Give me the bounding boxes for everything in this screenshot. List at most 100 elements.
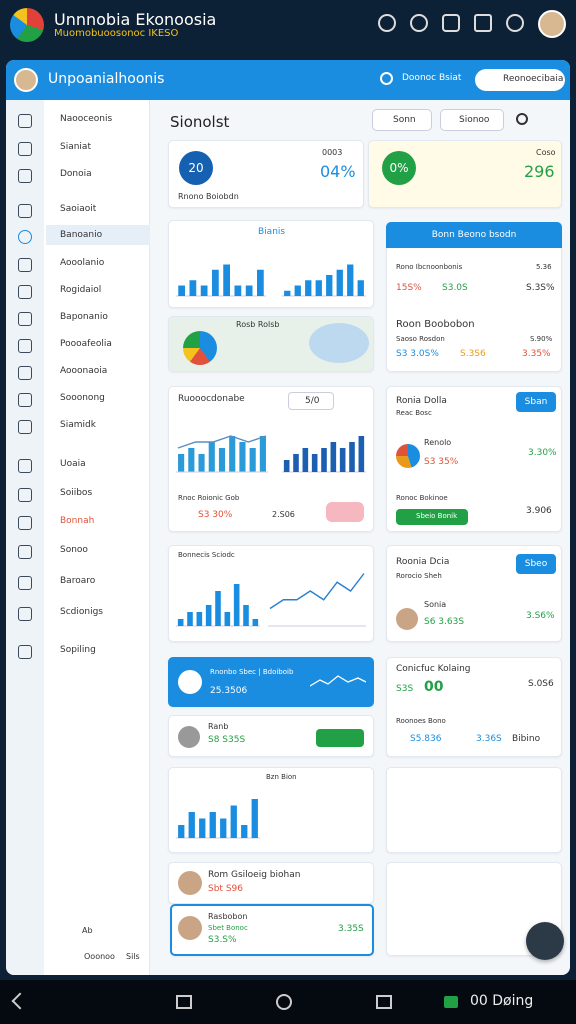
nav-icon	[18, 488, 32, 502]
promo-card	[168, 657, 374, 707]
bar	[220, 818, 227, 838]
bar	[259, 436, 266, 472]
tag[interactable]: Sbeio Bonik	[396, 509, 468, 525]
bar	[251, 799, 258, 838]
row-value: 3.906	[526, 506, 552, 516]
bar	[178, 285, 185, 296]
icon[interactable]	[410, 14, 428, 32]
caption: Rnoc Roionic Gob	[178, 494, 240, 502]
bar	[357, 280, 364, 296]
mini-chart	[176, 264, 266, 297]
status-label: 00 Døing	[470, 993, 534, 1009]
button[interactable]	[316, 729, 364, 747]
row-value: 3.35%	[522, 349, 551, 359]
icon[interactable]	[442, 14, 460, 32]
icon[interactable]	[376, 995, 392, 1009]
home-button[interactable]	[176, 995, 192, 1009]
icon[interactable]	[378, 14, 396, 32]
app-title: Unnnobia Ekonoosia	[54, 10, 217, 29]
row-value: S6 3.63S	[424, 617, 465, 627]
button[interactable]: Sonn	[372, 109, 432, 131]
nav-item[interactable]: Poooafeolia	[60, 339, 112, 349]
button[interactable]	[326, 502, 364, 522]
bar	[241, 825, 248, 838]
row-label: Sonia	[424, 600, 447, 609]
nav-item[interactable]: Naooceonis	[60, 114, 113, 124]
bar	[284, 290, 291, 296]
icon	[178, 726, 200, 748]
chip[interactable]: 5/0	[288, 392, 334, 410]
nav-item[interactable]: Aooonaoia	[60, 366, 108, 376]
nav-item[interactable]: Banoanio	[46, 225, 150, 245]
nav-item[interactable]: Siamidk	[60, 420, 96, 430]
nav-item[interactable]: Sianiat	[60, 142, 91, 152]
bar	[339, 448, 346, 472]
bar	[208, 442, 215, 472]
nav-icon	[18, 312, 32, 326]
icon[interactable]	[474, 14, 492, 32]
nav-item[interactable]: Scdionigs	[60, 607, 103, 617]
bar	[358, 436, 365, 472]
kpi-badge: 20	[179, 151, 213, 185]
button[interactable]: Sionoo	[440, 109, 504, 131]
bar	[188, 448, 195, 472]
value: S3.S%	[208, 935, 237, 945]
bar	[252, 619, 259, 626]
nav-icon	[18, 576, 32, 590]
card-title: Ranb	[208, 722, 229, 731]
kpi-caption: Rnono Boiobdn	[178, 192, 239, 201]
bar	[245, 285, 253, 296]
nav-item[interactable]: Sooonong	[60, 393, 105, 403]
icon[interactable]	[276, 994, 292, 1010]
nav-icon	[18, 607, 32, 621]
value: S8 S35S	[208, 735, 246, 745]
nav-item[interactable]: Aooolanio	[60, 258, 105, 268]
panel-subtitle: Reac Bosc	[396, 409, 432, 417]
avatar[interactable]	[538, 10, 566, 38]
nav-item[interactable]: Baponanio	[60, 312, 108, 322]
nav-icon	[18, 545, 32, 559]
avatar	[178, 871, 202, 895]
nav-item[interactable]: Bonnah	[60, 516, 95, 526]
nav-item[interactable]: Saoiaoit	[60, 204, 97, 214]
bar	[205, 605, 212, 626]
nav-icon	[18, 420, 32, 434]
icon[interactable]	[506, 14, 524, 32]
search-label[interactable]: Doonoc Bsiat	[402, 73, 462, 83]
nav-item[interactable]: Uoaia	[60, 459, 86, 469]
kpi-value: 04%	[320, 162, 356, 181]
nav-item[interactable]: Baroaro	[60, 576, 96, 586]
nav-icon	[18, 258, 32, 272]
card-title: Bzn Bion	[266, 773, 297, 781]
nav-item[interactable]: Sopiling	[60, 645, 96, 655]
nav-item[interactable]: Sonoo	[60, 545, 88, 555]
nav-item[interactable]: Soiibos	[60, 488, 93, 498]
row-value: 3.S6%	[526, 611, 555, 621]
kpi-badge: 0%	[382, 151, 416, 185]
search-icon[interactable]	[516, 113, 528, 125]
panel	[386, 767, 562, 853]
row-label: Rono Ibcnoonbonis	[396, 263, 463, 271]
panel-title: Roonia Dcia	[396, 557, 450, 567]
bar	[293, 454, 299, 472]
search-icon[interactable]	[380, 72, 393, 85]
nav-icon	[18, 459, 32, 473]
mini-chart	[282, 264, 366, 297]
map-card	[168, 316, 374, 372]
chart-card	[168, 767, 374, 853]
nav-icon	[18, 114, 32, 128]
line	[269, 573, 365, 610]
bar	[178, 454, 185, 472]
avatar[interactable]	[14, 68, 38, 92]
bar	[230, 805, 237, 838]
profile-chip[interactable]: Reonoecibaia	[475, 69, 565, 91]
button[interactable]: Sbeo	[516, 554, 556, 574]
value: 25.3506	[210, 686, 248, 696]
button[interactable]: Sban	[516, 392, 556, 412]
card-title: Rnonbo Sbec | Bdoiboib	[210, 668, 294, 676]
nav-item[interactable]: Rogidaiol	[60, 285, 102, 295]
nav-item[interactable]: Donoia	[60, 169, 92, 179]
card[interactable]	[170, 904, 374, 956]
fab[interactable]	[526, 922, 564, 960]
nav-footer: Ab	[82, 926, 93, 935]
